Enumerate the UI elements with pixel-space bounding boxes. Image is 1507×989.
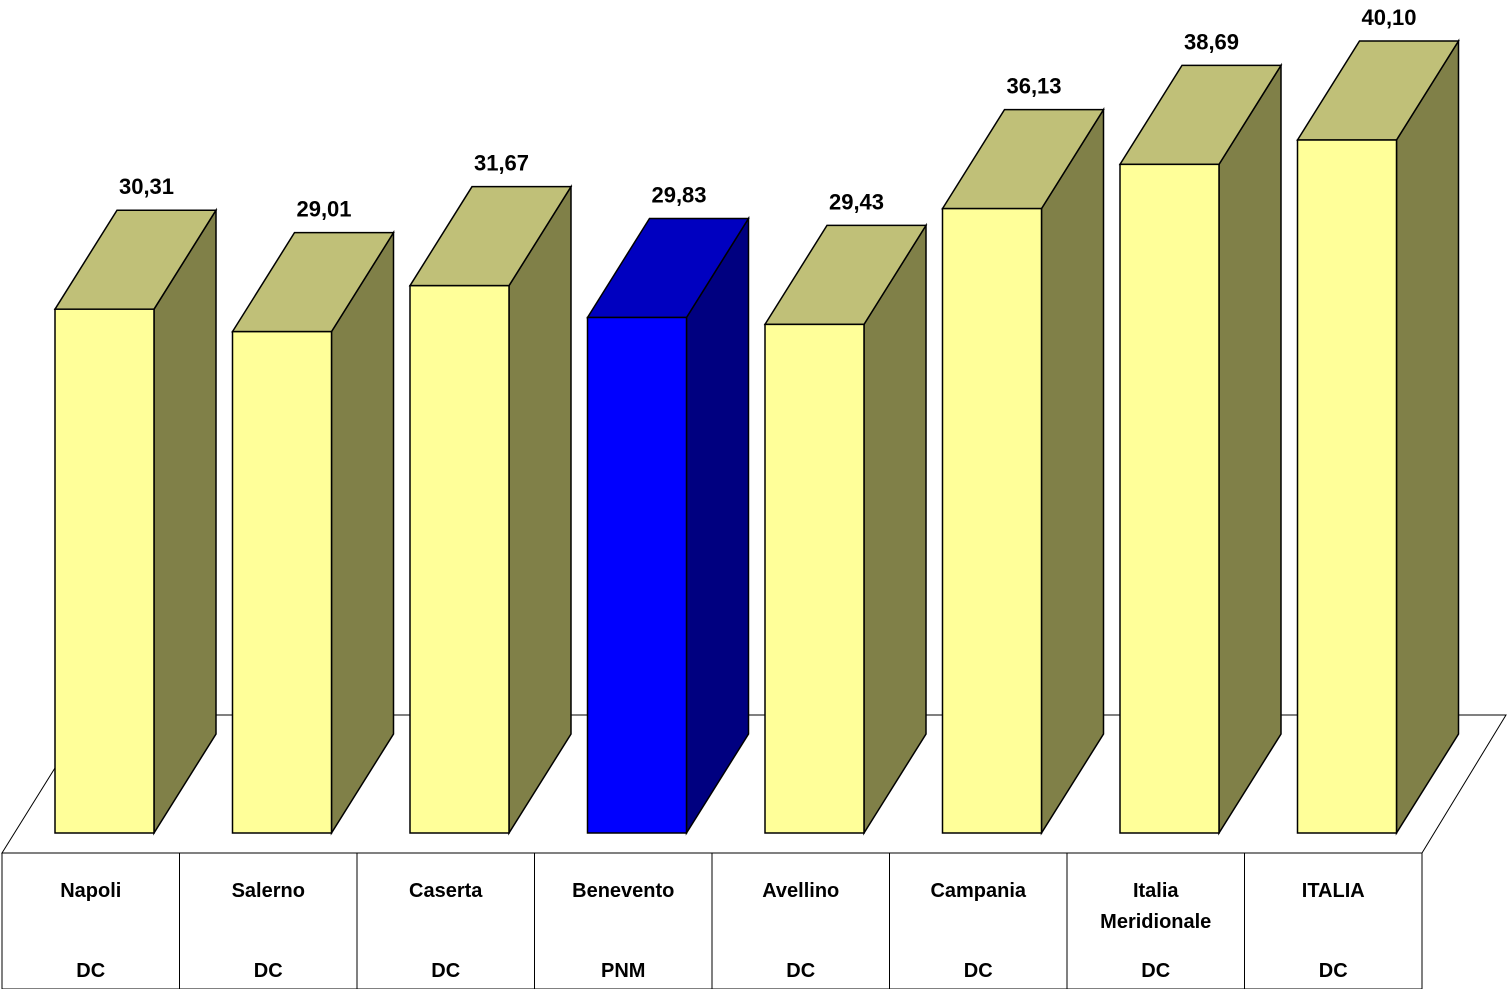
category-sublabel: DC bbox=[964, 960, 993, 982]
category-sublabel: DC bbox=[431, 960, 460, 982]
bar-front-face bbox=[1119, 163, 1220, 834]
bar-salerno bbox=[231, 230, 395, 836]
value-label: 38,69 bbox=[1184, 29, 1239, 54]
value-label: 29,83 bbox=[651, 182, 706, 207]
category-label: Benevento bbox=[572, 880, 674, 902]
category-label: Avellino bbox=[762, 880, 839, 902]
bar-side-face bbox=[508, 184, 572, 836]
bar-italia bbox=[1296, 38, 1460, 836]
bar-side-face bbox=[863, 222, 927, 836]
value-label: 29,01 bbox=[296, 197, 351, 222]
category-table: Napoli DC Salerno DC Caserta DC Benevento PNM Av… bbox=[1, 852, 1423, 989]
bar-front-face bbox=[586, 316, 688, 834]
bar-front-face bbox=[231, 330, 333, 834]
bar-napoli bbox=[53, 207, 218, 836]
category-sublabel: DC bbox=[254, 960, 283, 982]
category-sublabel: DC bbox=[1319, 960, 1348, 982]
category-label: Campania bbox=[930, 880, 1026, 902]
bar-italia-meridionale bbox=[1118, 62, 1283, 836]
category-label: Napoli bbox=[60, 880, 121, 902]
category-sublabel: PNM bbox=[601, 960, 645, 982]
bar-front-face bbox=[409, 284, 510, 834]
category-label: Salerno bbox=[232, 880, 305, 902]
category-sublabel: DC bbox=[1141, 960, 1170, 982]
bars-group bbox=[53, 38, 1460, 836]
bar-front-face bbox=[941, 207, 1043, 834]
value-label: 30,31 bbox=[119, 174, 174, 199]
bar-avellino bbox=[763, 222, 928, 836]
bar-side-face bbox=[1218, 62, 1282, 836]
category-label: Italia bbox=[1133, 880, 1179, 902]
value-label: 40,10 bbox=[1361, 5, 1416, 30]
bar-side-face bbox=[685, 215, 750, 836]
category-sublabel: DC bbox=[76, 960, 105, 982]
bar-side-face bbox=[1395, 38, 1460, 836]
bar-side-face bbox=[153, 207, 217, 836]
bar-caserta bbox=[408, 184, 573, 836]
value-label: 36,13 bbox=[1006, 74, 1061, 99]
bar-side-face bbox=[330, 230, 395, 836]
bar-front-face bbox=[1296, 139, 1398, 834]
category-label: Caserta bbox=[409, 880, 483, 902]
bar-benevento bbox=[586, 215, 750, 836]
category-label: Meridionale bbox=[1100, 911, 1211, 933]
category-label: ITALIA bbox=[1302, 880, 1365, 902]
bar-side-face bbox=[1040, 106, 1105, 836]
value-label: 29,43 bbox=[829, 189, 884, 214]
value-label: 31,67 bbox=[474, 151, 529, 176]
category-sublabel: DC bbox=[786, 960, 815, 982]
bar-front-face bbox=[54, 308, 155, 834]
bar-campania bbox=[941, 106, 1105, 836]
bar-front-face bbox=[764, 323, 865, 834]
value-labels-group: 30,31 29,01 31,67 29,83 29,43 36,13 38,69 40,10 bbox=[119, 5, 1417, 222]
